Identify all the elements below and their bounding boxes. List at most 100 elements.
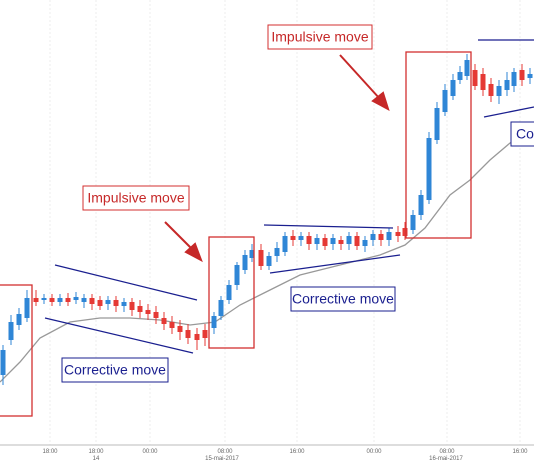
impulse-label: Impulsive move (87, 190, 184, 206)
candle-body (242, 255, 248, 270)
candle-body (282, 236, 288, 252)
candle-body (41, 298, 47, 300)
impulse-boxes (0, 51, 472, 417)
candle-body (450, 80, 456, 96)
candle-body (378, 234, 384, 240)
candle-body (306, 236, 312, 244)
candle-body (434, 108, 440, 140)
candle-body (185, 330, 191, 338)
candle-body (464, 60, 470, 76)
arrow (164, 221, 194, 251)
x-tick-label: 08:00 (439, 449, 455, 455)
candle-body (395, 232, 401, 236)
candle-body (97, 300, 103, 306)
corrective-label: Corrective move (516, 126, 534, 142)
impulse-box (208, 236, 255, 349)
corrective-label: Corrective move (292, 291, 394, 307)
impulse-box (405, 51, 472, 239)
candle-body (402, 228, 408, 236)
x-tick-label: 16:00 (289, 449, 305, 455)
trend-line (483, 106, 534, 118)
candle-body (16, 314, 22, 325)
candle-body (89, 298, 95, 304)
candle-body (169, 322, 175, 328)
corrective-label: Corrective move (64, 362, 166, 378)
candle-body (322, 238, 328, 246)
trend-line (269, 254, 401, 274)
candle-body (488, 84, 494, 96)
x-tick-label: 08:00 (217, 449, 233, 455)
candle-body (0, 350, 6, 375)
x-date-label: 16-mai-2017 (429, 456, 463, 462)
arrow-head (371, 91, 390, 112)
candle-body (274, 248, 280, 256)
label-box (82, 185, 190, 211)
candle-body (121, 302, 127, 306)
candle-body (386, 232, 392, 240)
candle-body (137, 306, 143, 312)
candle-body (290, 236, 296, 240)
candle-body (226, 285, 232, 300)
candle-body (496, 86, 502, 96)
candle-body (24, 298, 30, 318)
trend-lines (44, 39, 534, 354)
x-tick-label: 00:00 (366, 449, 382, 455)
candle-body (113, 300, 119, 306)
candle-body (145, 310, 151, 314)
candle-body (249, 250, 255, 258)
x-tick-label: 00:00 (142, 449, 158, 455)
candle-body (504, 80, 510, 90)
candle-body (362, 240, 368, 246)
label-box (267, 24, 373, 50)
candle-body (370, 234, 376, 240)
candle-body (418, 195, 424, 215)
candle-body (8, 322, 14, 340)
impulse-box (0, 284, 33, 417)
candle-body (410, 215, 416, 230)
candle-body (73, 297, 79, 300)
x-axis-labels: 18:00 18:00 00:00 08:00 16:00 00:00 08:0… (42, 449, 528, 462)
candle-body (298, 236, 304, 240)
candle-body (57, 298, 63, 302)
candle-body (527, 74, 533, 78)
arrow-head (184, 242, 203, 263)
arrow (339, 54, 381, 100)
candle-body (258, 250, 264, 266)
candles (0, 54, 533, 385)
candle-body (519, 70, 525, 80)
candle-body (442, 90, 448, 112)
trend-line (263, 224, 394, 229)
candle-body (49, 298, 55, 302)
candle-body (129, 302, 135, 310)
candle-body (457, 72, 463, 80)
candle-body (153, 312, 159, 318)
trend-line (44, 317, 194, 354)
candle-body (480, 74, 486, 90)
x-date-label: 15-mai-2017 (205, 456, 239, 462)
impulse-label: Impulsive move (271, 29, 368, 45)
candle-body (426, 138, 432, 200)
x-date-label: 14 (93, 456, 100, 462)
candle-body (81, 298, 87, 302)
candle-body (194, 334, 200, 340)
candle-body (338, 240, 344, 244)
label-box (290, 286, 396, 312)
candle-body (266, 256, 272, 266)
candle-body (472, 70, 478, 86)
label-box (510, 121, 534, 147)
x-tick-label: 18:00 (42, 449, 58, 455)
candle-body (346, 236, 352, 244)
arrows (164, 54, 390, 263)
candle-body (218, 300, 224, 316)
candle-body (105, 300, 111, 304)
candle-body (33, 298, 39, 302)
candle-body (161, 318, 167, 324)
candle-body (177, 326, 183, 332)
candle-body (211, 316, 217, 328)
candle-body (65, 298, 71, 302)
x-tick-label: 18:00 (88, 449, 104, 455)
candle-body (511, 72, 517, 86)
candle-body (354, 236, 360, 246)
